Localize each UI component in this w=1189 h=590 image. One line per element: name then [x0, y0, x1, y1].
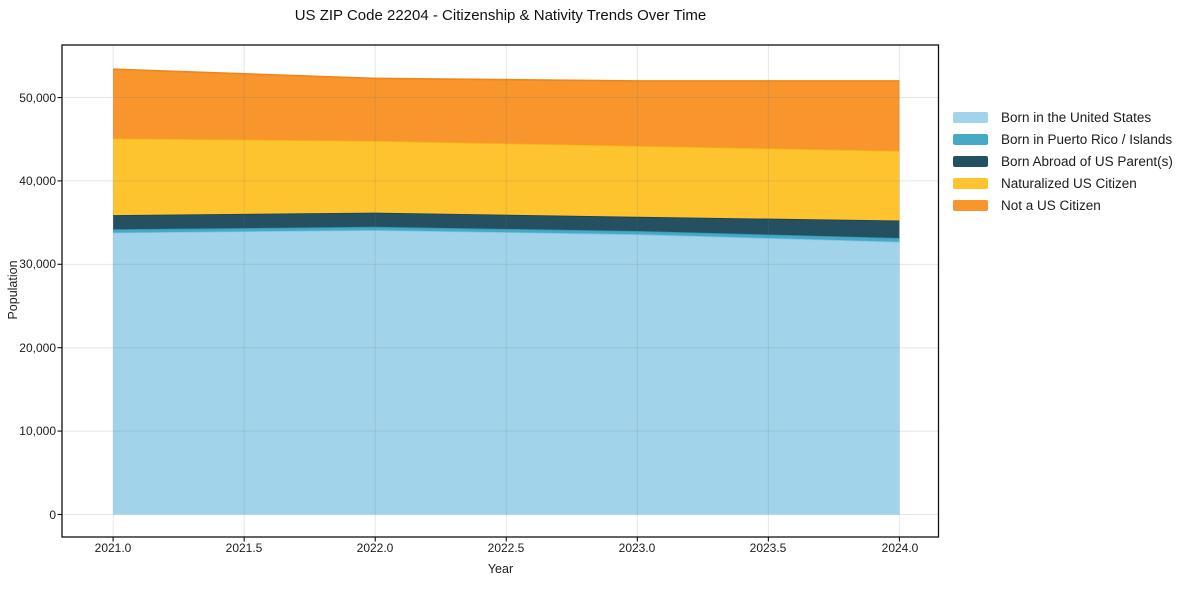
legend-entry: Born in Puerto Rico / Islands — [953, 128, 1173, 150]
y-tick-label: 20,000 — [19, 341, 56, 355]
y-tick-label: 40,000 — [19, 174, 56, 188]
legend-label: Not a US Citizen — [1001, 197, 1101, 213]
x-tick-label: 2023.5 — [749, 541, 787, 555]
x-tick-label: 2021.5 — [225, 541, 263, 555]
legend-swatch-icon — [953, 155, 988, 167]
x-tick-label: 2022.0 — [356, 541, 394, 555]
area-series — [113, 212, 900, 238]
x-axis-label: Year — [487, 562, 514, 576]
x-tick-label: 2021.0 — [94, 541, 132, 555]
legend-swatch-icon — [953, 133, 988, 145]
y-tick-label: 0 — [49, 508, 56, 522]
legend-swatch-icon — [953, 111, 988, 123]
area-series — [113, 69, 900, 151]
area-series — [113, 226, 900, 242]
area-series-edge — [113, 68, 900, 82]
legend-entry: Born Abroad of US Parent(s) — [953, 150, 1173, 172]
legend: Born in the United States Born in Puerto… — [953, 106, 1173, 216]
legend-label: Born Abroad of US Parent(s) — [1001, 153, 1173, 169]
legend-label: Naturalized US Citizen — [1001, 175, 1137, 191]
plot-border — [61, 44, 940, 538]
y-tick-label: 10,000 — [19, 424, 56, 438]
x-tick-label: 2022.5 — [487, 541, 525, 555]
legend-entry: Born in the United States — [953, 106, 1173, 128]
legend-entry: Naturalized US Citizen — [953, 172, 1173, 194]
area-series — [113, 138, 900, 221]
legend-label: Born in the United States — [1001, 109, 1152, 125]
legend-label: Born in Puerto Rico / Islands — [1001, 131, 1173, 147]
x-tick-label: 2023.0 — [618, 541, 656, 555]
legend-entry: Not a US Citizen — [953, 194, 1173, 216]
legend-swatch-icon — [953, 199, 988, 211]
x-tick-label: 2024.0 — [881, 541, 919, 555]
chart-title: US ZIP Code 22204 - Citizenship & Nativi… — [294, 7, 707, 24]
y-tick-label: 50,000 — [19, 91, 56, 105]
legend-swatch-icon — [953, 177, 988, 189]
y-tick-label: 30,000 — [19, 257, 56, 271]
area-series — [113, 230, 900, 515]
